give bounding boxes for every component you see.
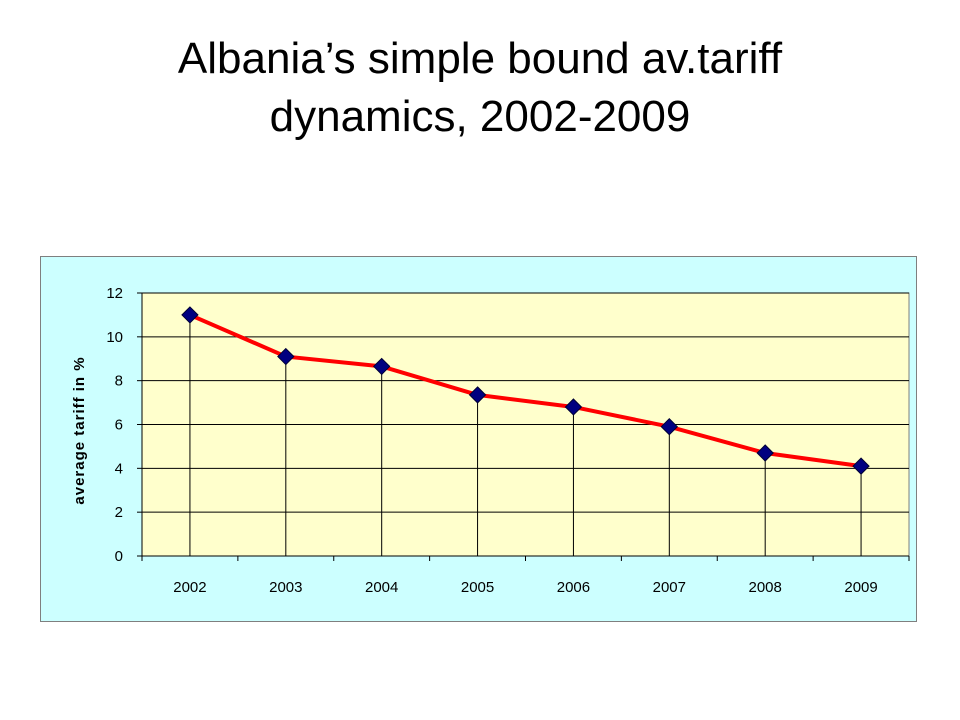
data-point-marker — [564, 398, 583, 416]
line-chart: 0 2 4 6 8 10 12 2002 2003 2004 2005 2006 2007 2008 200… — [71, 285, 910, 596]
x-tick-label: 2009 — [844, 579, 877, 596]
y-tick-label: 0 — [115, 548, 123, 565]
y-tick-label: 4 — [115, 460, 123, 477]
x-tick-label: 2007 — [653, 579, 686, 596]
chart-area: 0 2 4 6 8 10 12 2002 2003 2004 2005 2006 2007 2008 200… — [40, 256, 917, 622]
y-tick-label: 2 — [115, 504, 123, 521]
x-tick-label: 2005 — [461, 579, 494, 596]
series-line — [189, 313, 862, 469]
x-tick-label: 2002 — [173, 579, 206, 596]
data-point-marker — [372, 357, 391, 376]
y-tick-label: 12 — [106, 285, 123, 302]
data-point-marker — [756, 444, 774, 462]
x-tick-label: 2008 — [749, 579, 782, 596]
y-tick-label: 8 — [115, 373, 123, 390]
data-point-marker — [468, 386, 487, 404]
data-point-marker — [277, 347, 295, 366]
slide-title: Albania’s simple bound av.tariff dynamic… — [0, 30, 960, 146]
x-tick-label: 2004 — [365, 579, 398, 596]
x-tick-label: 2006 — [557, 579, 590, 596]
data-point-marker — [852, 457, 870, 475]
y-tick-label: 10 — [106, 329, 123, 346]
y-tick-label: 6 — [115, 417, 123, 434]
data-point-marker — [181, 306, 199, 324]
x-tick-label: 2003 — [269, 579, 302, 596]
y-axis-title: average tariff in % — [71, 356, 88, 504]
slide-title-line-1: Albania’s simple bound av.tariff — [177, 34, 783, 83]
data-point-marker — [660, 417, 679, 436]
slide-title-line-2: dynamics, 2002-2009 — [269, 92, 691, 141]
